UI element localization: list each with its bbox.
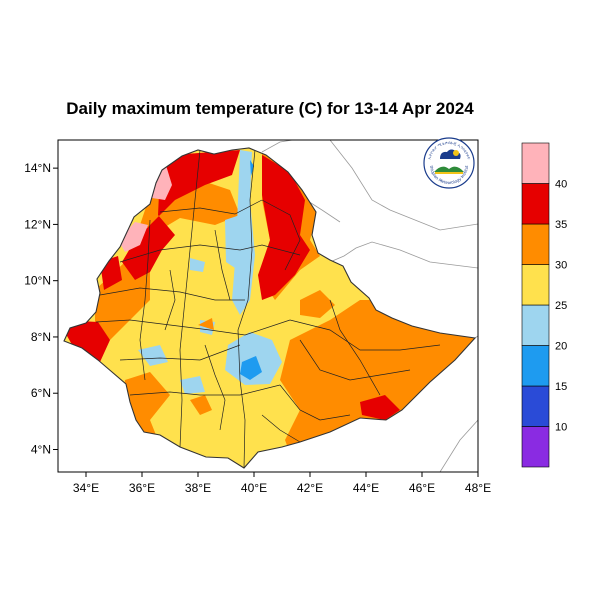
x-tick-label: 40°E [241, 481, 267, 495]
x-axis: 34°E 36°E 38°E 40°E 42°E 44°E 46°E 48°E [73, 472, 491, 495]
colorbar-bin [521, 385, 550, 427]
colorbar-label: 15 [555, 381, 567, 393]
x-tick-label: 38°E [185, 481, 211, 495]
logo-hills-icon [434, 166, 464, 172]
map-title: Daily maximum temperature (C) for 13-14 … [66, 99, 474, 118]
y-tick-label: 12°N [24, 217, 51, 231]
colorbar-bin [521, 223, 550, 265]
colorbar-bin [521, 142, 550, 184]
colorbar-bin [521, 183, 550, 225]
colorbar-bin [521, 345, 550, 387]
colorbar-label: 10 [555, 422, 567, 434]
colorbar-label: 35 [555, 219, 567, 231]
logo-sun-icon [453, 150, 459, 156]
x-tick-label: 34°E [73, 481, 99, 495]
colorbar: 10 15 20 25 30 35 40 [521, 142, 567, 468]
logo-ring [423, 137, 475, 189]
colorbar-label: 40 [555, 179, 567, 191]
institute-logo: ኢትዮጵያ ሚቲዎሮሎጂ ኢንስቲትዩት Ethiopian Meteorolo… [423, 137, 475, 189]
y-tick-label: 8°N [31, 330, 51, 344]
y-tick-label: 6°N [31, 386, 51, 400]
admin-boundaries [95, 149, 441, 468]
colorbar-bin [521, 426, 550, 468]
y-axis: 14°N 12°N 10°N 8°N 6°N 4°N [24, 161, 58, 456]
x-tick-label: 44°E [353, 481, 379, 495]
country-outline [63, 147, 477, 469]
x-tick-label: 48°E [465, 481, 491, 495]
y-tick-label: 10°N [24, 274, 51, 288]
colorbar-label: 30 [555, 260, 567, 272]
logo-base-stripe [435, 172, 463, 174]
x-tick-label: 36°E [129, 481, 155, 495]
x-tick-label: 46°E [409, 481, 435, 495]
colorbar-label: 25 [555, 300, 567, 312]
colorbar-label: 20 [555, 341, 567, 353]
colorbar-bin [521, 264, 550, 306]
colorbar-bin [521, 304, 550, 346]
x-tick-label: 42°E [297, 481, 323, 495]
y-tick-label: 14°N [24, 161, 51, 175]
plot-border [57, 139, 479, 473]
y-tick-label: 4°N [31, 442, 51, 456]
